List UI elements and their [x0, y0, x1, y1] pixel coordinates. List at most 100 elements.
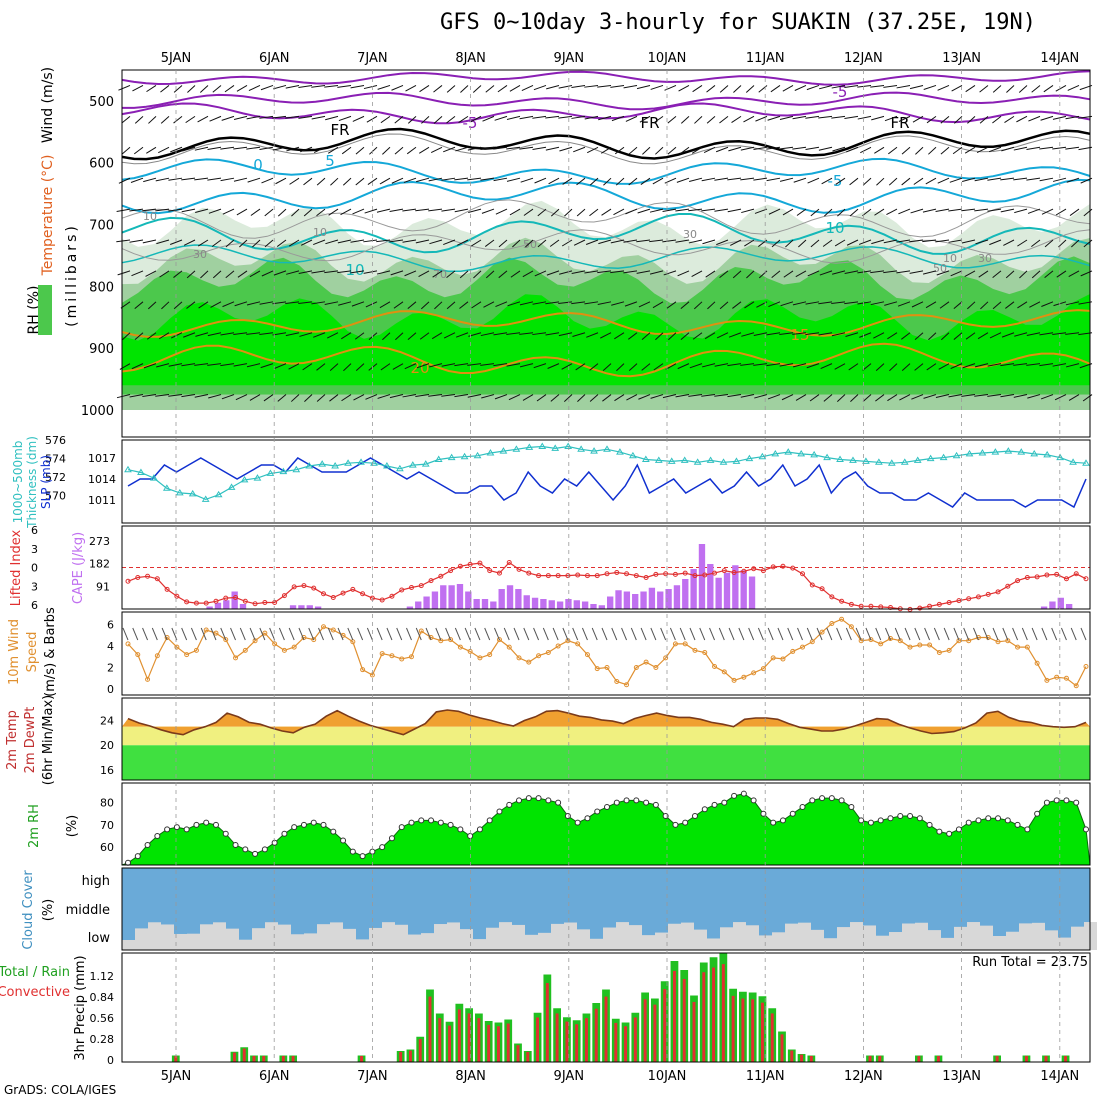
contour-label: 15 — [790, 326, 809, 344]
thickness-point — [1082, 459, 1090, 466]
wind-barb — [406, 627, 412, 641]
precip-rain-bar — [506, 1023, 510, 1062]
cloud-low-bar — [369, 927, 382, 950]
cape-bar — [415, 601, 422, 609]
wind-barb — [818, 115, 833, 119]
wind-barb — [1069, 208, 1080, 216]
wind-barb — [494, 627, 500, 641]
contour-purple-2 — [122, 91, 1091, 111]
li-point — [555, 573, 561, 579]
precip-rain-bar — [516, 1045, 520, 1062]
thickness-point — [486, 449, 495, 456]
wind-barb — [441, 394, 456, 397]
rh-point — [691, 812, 698, 819]
wind-barb — [467, 394, 482, 398]
wind-barb — [521, 84, 534, 91]
wind-barb — [974, 208, 989, 212]
wind-barb — [116, 394, 131, 399]
wind-barb — [691, 146, 703, 154]
wind-speed-point — [193, 647, 199, 653]
wind-barb — [1052, 363, 1067, 367]
wind-barb — [819, 270, 833, 276]
wind-barb — [208, 394, 222, 399]
wind-barb — [871, 115, 885, 121]
wind-barb — [689, 627, 696, 641]
thickness-point — [253, 474, 262, 481]
chart-title: GFS 0~10day 3-hourly for SUAKIN (37.25E,… — [440, 10, 1037, 35]
date-label-bottom: 7JAN — [357, 1069, 388, 1084]
wind-barb — [610, 270, 625, 274]
wind-barb — [366, 115, 378, 123]
wind-barb — [285, 84, 300, 89]
wind-barb — [1005, 270, 1015, 279]
wind-barb — [716, 239, 729, 246]
cape-bar — [732, 565, 739, 609]
wind-barb — [471, 301, 482, 309]
wind-barb — [914, 332, 924, 341]
li-point — [457, 563, 463, 569]
wind-barb — [506, 115, 521, 120]
thickness-point — [849, 456, 857, 463]
wind-barb — [894, 627, 901, 641]
wind-barb — [1043, 85, 1054, 93]
wind-barb — [506, 363, 521, 367]
wind-barb — [562, 627, 569, 641]
wind-barb — [355, 146, 365, 155]
wind-speed-point — [584, 652, 590, 658]
wind-barb — [546, 84, 560, 90]
precip-rain-bar — [487, 1024, 491, 1062]
ylabel-cape: CAPE (J/kg) — [71, 532, 86, 604]
wind-barb — [989, 332, 1002, 339]
wind-barb — [862, 394, 872, 402]
wind-barb — [875, 363, 885, 371]
cape-bar — [231, 591, 238, 609]
wind-barb — [889, 363, 898, 372]
wind-barb — [433, 85, 443, 93]
wind-barb — [380, 115, 391, 124]
thickness-point — [227, 483, 236, 490]
li-point — [448, 568, 454, 574]
cape-bar — [448, 585, 455, 609]
wind-barb — [484, 627, 491, 641]
panel-frame — [121, 867, 1091, 951]
wind-barb — [768, 301, 781, 307]
wind-barb — [614, 332, 625, 340]
wind-barb — [341, 146, 352, 155]
wind-barb — [129, 208, 144, 212]
wind-barb — [1031, 239, 1041, 248]
rh-point — [779, 817, 786, 824]
wind-barb — [316, 394, 326, 402]
wind-barb — [831, 301, 846, 304]
wind-barb — [870, 301, 885, 306]
rh-point — [388, 835, 395, 842]
rh-point — [437, 819, 444, 826]
panel-frame — [121, 69, 1091, 438]
wind-barb — [156, 363, 170, 368]
wind-barb — [533, 363, 547, 369]
wind-barb — [586, 332, 599, 338]
li-point — [751, 566, 757, 572]
wind-barb — [347, 627, 354, 641]
wind-barb — [155, 177, 170, 182]
wind-barb — [562, 177, 573, 185]
wind-barb — [324, 270, 339, 274]
wind-barb — [421, 115, 430, 124]
wind-barb — [953, 627, 960, 641]
rh-point — [320, 821, 327, 828]
wind-barb — [935, 394, 950, 399]
cape-bar — [590, 604, 597, 609]
thickness-point — [667, 457, 676, 464]
cloud-low-bar — [486, 927, 499, 950]
wind-speed-point — [897, 638, 903, 644]
wind-barb — [1068, 270, 1080, 278]
cloud-low-bar — [161, 924, 174, 950]
rh-point — [359, 853, 366, 860]
precip-rain-bar — [604, 996, 608, 1062]
wind-tick: 0 — [107, 683, 114, 696]
wind-barb — [340, 208, 352, 216]
wind-barb — [796, 208, 807, 216]
precip-rain-bar — [809, 1055, 813, 1062]
wind-speed-point — [448, 637, 454, 643]
